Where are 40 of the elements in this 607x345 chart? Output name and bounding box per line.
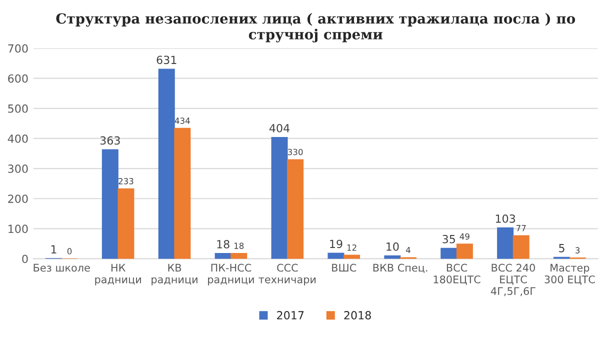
chart-title: Структура незапослених лица ( активних тражилаца посла ) по стручној спреми: [56, 12, 576, 42]
x-tick-label: Без школе: [34, 264, 90, 272]
legend-label: 2017: [277, 311, 304, 320]
data-label: 49: [460, 233, 470, 240]
data-label: 5: [559, 244, 564, 252]
y-tick-label: 300: [8, 164, 28, 173]
x-tick-label: НК радници: [95, 264, 141, 286]
data-label: 18: [234, 242, 244, 249]
x-tick-label: ВСС 240 ЕЦТС 4Г,5Г,6Г: [490, 264, 536, 296]
x-tick-label: ВСС 180ЕЦТС: [434, 264, 480, 285]
data-label: 77: [516, 225, 526, 232]
data-label: 10: [386, 242, 399, 251]
y-tick-label: 400: [8, 134, 28, 143]
data-label: 631: [156, 56, 176, 64]
y-tick-label: 600: [8, 74, 28, 83]
data-label: 3: [576, 247, 580, 254]
data-label: 0: [67, 248, 72, 254]
legend-label: 2018: [344, 311, 371, 320]
x-tick-label: ПК-НСС радници: [208, 264, 254, 286]
data-label: 363: [100, 136, 120, 145]
y-tick-label: 0: [22, 254, 28, 264]
data-label: 1: [51, 245, 56, 254]
y-tick-label: 100: [8, 224, 28, 234]
x-tick-label: ССС техничари: [258, 264, 316, 286]
x-tick-label: ВШС: [332, 264, 356, 272]
data-label: 330: [288, 148, 303, 156]
x-tick-label: КВ радници: [152, 264, 198, 286]
y-tick-label: 200: [8, 194, 28, 203]
data-label: 404: [269, 124, 290, 132]
data-label: 35: [442, 234, 455, 244]
data-label: 19: [330, 240, 342, 248]
x-tick-label: Мастер 300 ЕЦТС: [544, 264, 595, 285]
y-tick-label: 700: [8, 44, 28, 53]
data-label: 103: [496, 214, 516, 223]
data-label: 233: [118, 178, 134, 184]
data-label: 12: [347, 244, 356, 251]
data-label: 4: [406, 246, 410, 254]
x-tick-label: ВКВ Спец.: [373, 264, 428, 273]
data-label: 18: [217, 240, 230, 248]
y-tick-label: 500: [8, 104, 28, 113]
